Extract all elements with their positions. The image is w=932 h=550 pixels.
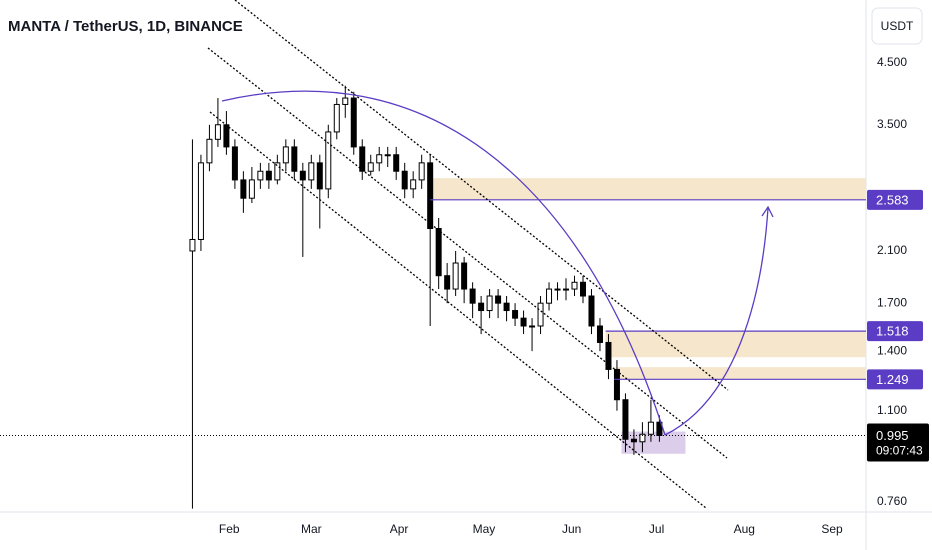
x-tick-label: May [473,522,496,536]
candle-body [656,421,663,436]
candle-body [214,124,221,140]
candle-body [444,275,451,290]
candle-body [282,146,289,164]
y-tick-label: 2.100 [877,243,907,257]
drawings [207,0,774,509]
x-tick-label: Jul [649,522,664,536]
candle-body [546,288,553,304]
candle-body [520,317,527,327]
candle-body [299,170,306,181]
price-tag [867,189,923,210]
candle-body [248,179,255,199]
candle-body [529,325,536,328]
candle-body [384,154,391,157]
y-tick-label: 1.400 [877,343,907,357]
candle-body [503,302,510,312]
candle-body [393,154,400,172]
price-tag-label: 1.518 [876,324,909,339]
y-tick-label: 1.100 [877,403,907,417]
candle-body [647,421,654,435]
candle-body [435,227,442,277]
candle-body [418,162,425,181]
x-tick-label: Feb [219,522,240,536]
y-tick-label: 0.760 [877,494,907,508]
x-tick-label: Sep [821,522,843,536]
arc-drawing [221,90,666,436]
candle-body [401,170,408,190]
candle-body [189,238,196,252]
candle-body [223,124,230,148]
currency-button[interactable] [871,7,923,45]
candle-body [231,146,238,181]
countdown-label: 09:07:43 [876,444,923,458]
candle-body [376,154,383,164]
candle-body [512,310,519,319]
price-tag [867,321,923,342]
candle-body [596,325,603,343]
candle-body [291,146,298,172]
candle-body [495,295,502,304]
candle-body [461,262,468,290]
trend-line [234,0,729,391]
arrow-drawing [664,207,769,436]
candle-body [639,433,646,443]
last-price-label: 0.995 [876,428,909,443]
x-tick-label: Aug [734,522,755,536]
candle-body [410,179,417,190]
candle-body [486,295,493,312]
zone [614,367,866,380]
y-tick-label: 1.700 [877,295,907,309]
candle-body [478,302,485,312]
y-tick-label: 4.500 [877,55,907,69]
candle-body [350,97,357,148]
last-price-tag [867,423,929,462]
x-tick-label: Apr [390,522,409,536]
candle-body [563,288,570,291]
candle-body [588,295,595,327]
candle-body [452,262,459,290]
candle-body [274,162,281,181]
candle-body [367,162,374,172]
candle-body [325,131,332,190]
candle-body [316,162,323,190]
price-tag [867,369,923,390]
candle-body [342,97,349,105]
chart-title: MANTA / TetherUS, 1D, BINANCE [8,18,243,35]
x-tick-label: Jun [562,522,581,536]
arrow-head [761,205,774,218]
candle-body [197,162,204,240]
zone [621,431,686,454]
candle-body [206,138,213,164]
trend-line [209,111,707,509]
candle-body [630,438,637,443]
zone [430,178,866,200]
candle-body [257,170,264,181]
candle-body [537,302,544,327]
candle-body [571,281,578,290]
candle-body [308,162,315,181]
candle-body [265,170,272,181]
candle-body [240,179,247,199]
candle-body [622,399,629,440]
plot [0,85,866,509]
candle-body [579,281,586,297]
currency-label[interactable]: USDT [881,19,914,33]
candle-body [333,103,340,133]
x-tick-label: Mar [301,522,322,536]
candle-body [613,368,620,401]
candle-body [554,288,561,291]
y-tick-label: 3.500 [877,117,907,131]
price-tag-label: 1.249 [876,372,909,387]
price-tag-label: 2.583 [876,192,909,207]
candle-body [427,162,434,229]
candle-body [605,341,612,370]
candle-body [469,288,476,304]
candle-body [359,146,366,172]
